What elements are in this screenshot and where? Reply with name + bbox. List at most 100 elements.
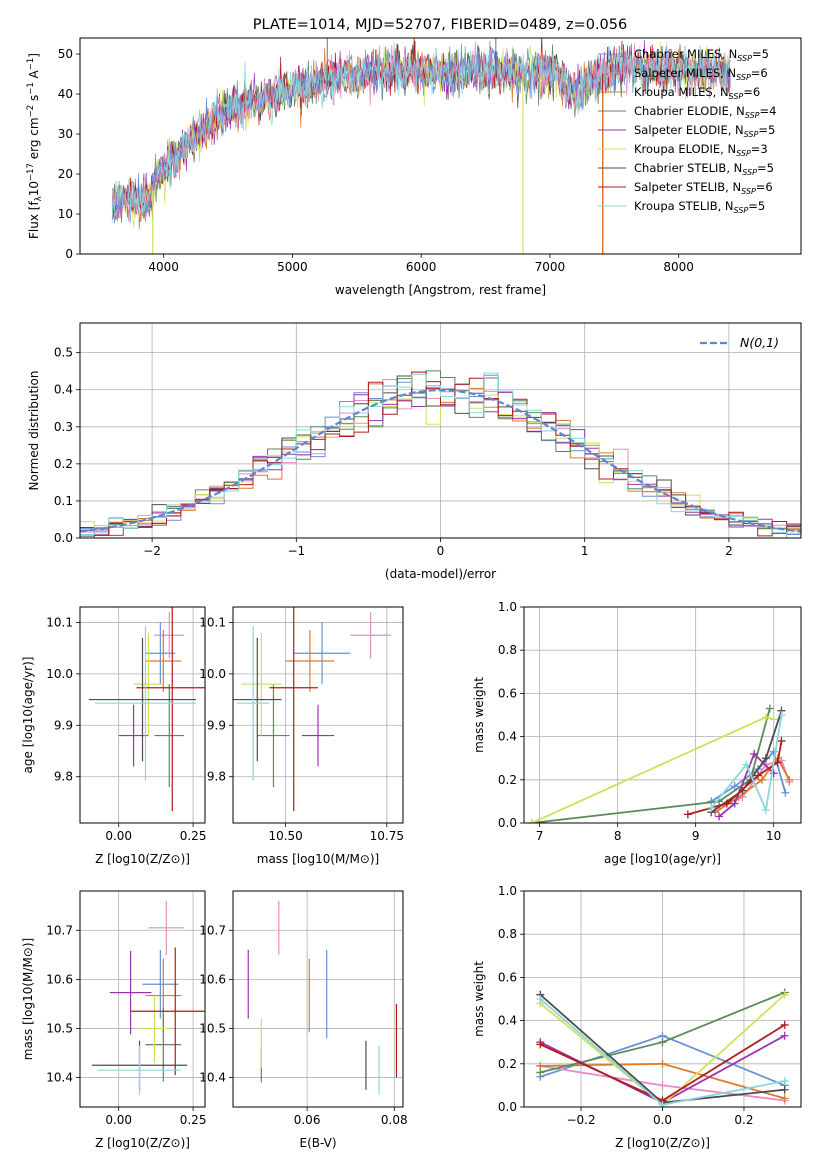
weight-marker [777, 736, 786, 745]
errorbar-point-2 [145, 630, 182, 692]
age-vs-Z-axes: 0.00 0.25 9.8 9.9 10.0 10.1 Z [log10(Z/Z⊙)] age… [21, 606, 207, 866]
legend-label: Kroupa STELIB, NSSP=5 [634, 199, 765, 215]
errorbar-point-0 [293, 622, 351, 685]
y-axis-label-part: −17 [26, 163, 36, 181]
spectrum-plot [111, 38, 731, 254]
weight-marker [527, 819, 536, 823]
weight-marker [658, 1100, 667, 1107]
y-tick-label: 10.0 [46, 667, 73, 681]
y-axis-label-part: −1 [26, 82, 36, 95]
mass-vs-Z-axes: 0.00 0.25 10.4 10.5 10.6 10.7 Z [log10(Z/Z⊙)] m… [21, 890, 206, 1150]
weight-marker [769, 715, 778, 724]
age-vs-mass-axes: 10.50 10.75 9.8 9.9 10.0 10.1 mass [log10(M/M⊙… [199, 606, 404, 866]
weight-marker [757, 775, 766, 784]
y-tick-label: 1.0 [498, 884, 517, 898]
weight-marker [754, 771, 763, 780]
y-axis-label-part: λ [34, 196, 44, 201]
errorbar-point-8 [94, 626, 197, 781]
chart-title: PLATE=1014, MJD=52707, FIBERID=0489, z=0… [253, 17, 627, 33]
y-tick-label: 20 [58, 167, 73, 181]
mass-weight-vs-Z-plot [536, 988, 789, 1107]
x-tick-label: 9 [692, 829, 700, 843]
y-axis-label: mass weight [472, 961, 486, 1037]
y-tick-label: 40 [58, 87, 73, 101]
axes-frame [79, 606, 206, 824]
y-tick-label: 0.2 [498, 773, 517, 787]
axes-frame [232, 890, 404, 1108]
x-tick-label: 0 [437, 544, 445, 558]
legend-label: Chabrier STELIB, NSSP=5 [634, 161, 774, 177]
y-axis-label-part: ] [27, 53, 41, 58]
errorbar-point-7 [130, 947, 205, 1076]
x-tick-label: 0.25 [180, 829, 207, 843]
legend-subscript: SSP [734, 206, 749, 215]
legend-subscript: SSP [736, 149, 751, 158]
errorbar-point-2 [285, 630, 335, 692]
histogram-series-7 [80, 371, 801, 538]
errorbar-point-4 [301, 704, 335, 767]
weight-marker [536, 1040, 545, 1049]
weight-series-5 [531, 716, 774, 823]
y-tick-label: 10.6 [46, 972, 73, 986]
y-tick-label: 0.8 [498, 927, 517, 941]
y-axis-label-part: −2 [26, 105, 36, 118]
weight-marker [773, 758, 782, 767]
y-axis-label: mass [log10(M/M⊙)] [21, 938, 35, 1060]
legend-subscript: SSP [736, 73, 751, 82]
x-tick-label: 0.00 [105, 829, 132, 843]
y-tick-label: 9.9 [54, 718, 73, 732]
legend-subscript: SSP [742, 168, 757, 177]
weight-marker [730, 799, 739, 808]
x-tick-label: 2 [725, 544, 733, 558]
y-axis-label-part: erg cm [27, 117, 41, 163]
legend-label: Salpeter MILES, NSSP=6 [634, 66, 768, 82]
legend-subscript: SSP [745, 111, 760, 120]
mass-vs-EBV-axes: 0.06 0.08 10.4 10.5 10.6 10.7 E(B-V) [199, 890, 408, 1150]
y-tick-label: 10 [58, 207, 73, 221]
y-axis-label: Flux [fλ10−17 erg cm−2 s−1 A−1] [26, 53, 44, 239]
legend-count: =5 [752, 47, 769, 61]
x-axis-label: age [log10(age/yr)] [604, 852, 721, 866]
errorbar-point-5 [139, 994, 170, 1063]
y-tick-label: 30 [58, 127, 73, 141]
y-tick-label: 10.4 [199, 1071, 226, 1085]
legend-text: Kroupa STELIB, N [634, 199, 734, 213]
y-tick-label: 10.0 [199, 667, 226, 681]
weight-marker [658, 1059, 667, 1068]
legend-count: =6 [751, 66, 768, 80]
legend-text: Kroupa ELODIE, N [634, 142, 736, 156]
y-tick-label: 0.1 [54, 494, 73, 508]
legend-label: Kroupa MILES, NSSP=6 [634, 85, 760, 101]
x-axis-label: mass [log10(M/M⊙)] [257, 852, 379, 866]
errorbar-point-8 [97, 1045, 182, 1095]
y-tick-label: 0.4 [498, 1014, 517, 1028]
x-tick-label: 0.0 [653, 1113, 672, 1127]
weight-marker [722, 799, 731, 808]
axes-frame [79, 890, 206, 1108]
y-tick-label: 0.6 [498, 970, 517, 984]
y-axis-label: Normed distribution [27, 371, 41, 491]
y-tick-label: 10.5 [199, 1021, 226, 1035]
y-tick-label: 10.6 [199, 972, 226, 986]
errorbar-point-0 [145, 622, 176, 685]
y-axis-label-part: A [27, 69, 41, 82]
age-vs-Z-plot [88, 607, 205, 812]
weight-marker [780, 1031, 789, 1040]
y-tick-label: 10.1 [199, 615, 226, 629]
normal-curve [80, 388, 801, 533]
x-tick-label: 6000 [406, 260, 437, 274]
weight-marker [750, 749, 759, 758]
weight-marker [777, 711, 786, 719]
legend-subscript: SSP [744, 130, 759, 139]
y-tick-label: 0.3 [54, 420, 73, 434]
mass-vs-EBV-plot [247, 900, 398, 1095]
y-axis-label: age [log10(age/yr)] [21, 657, 35, 774]
y-tick-label: 9.8 [54, 770, 73, 784]
x-tick-label: 0.08 [381, 1113, 408, 1127]
y-tick-label: 1.0 [498, 600, 517, 614]
y-axis-label: mass weight [472, 677, 486, 753]
weight-series-4 [718, 752, 775, 818]
legend-count: =4 [760, 104, 777, 118]
